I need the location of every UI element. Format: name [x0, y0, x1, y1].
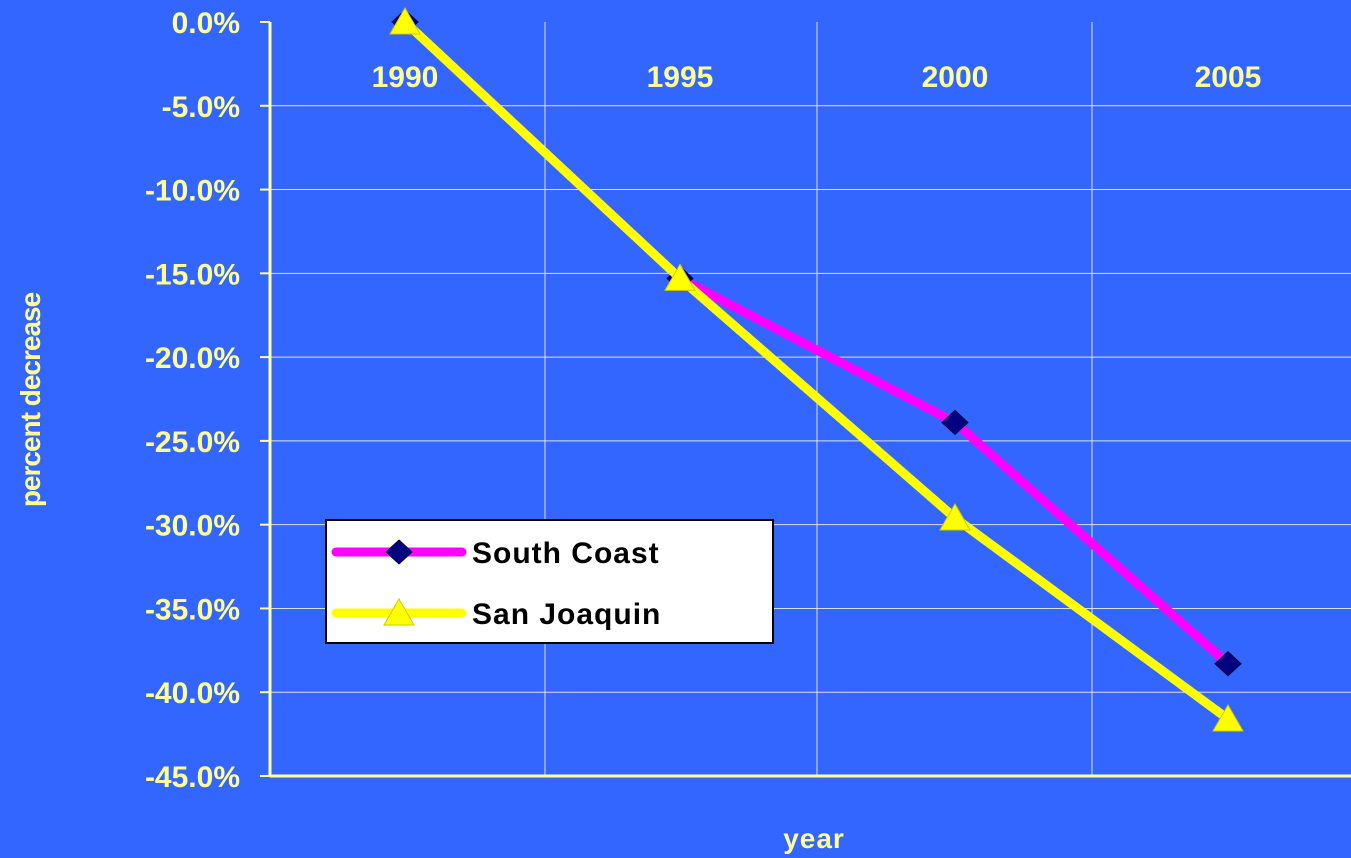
legend-label: San Joaquin: [472, 598, 661, 631]
point-marker-diamond: [1214, 651, 1242, 677]
series-line: [400, 17, 1233, 724]
y-tick-label: -45.0%: [145, 761, 240, 794]
x-tick-label: 1990: [372, 61, 439, 94]
point-marker-diamond: [941, 409, 969, 436]
x-tick-label: 2000: [922, 61, 989, 94]
y-tick-label: -30.0%: [145, 510, 240, 543]
axes: [268, 22, 1351, 778]
point-marker-triangle: [664, 263, 696, 291]
y-tick-label: -5.0%: [162, 91, 240, 124]
legend: South Coast San Joaquin: [325, 519, 774, 644]
y-tick-label: -20.0%: [145, 342, 240, 375]
series-group: [389, 6, 1244, 732]
y-tick-label: -35.0%: [145, 593, 240, 626]
point-marker-diamond: [385, 539, 413, 565]
x-tick-label: 2005: [1195, 61, 1262, 94]
y-tick-label: 0.0%: [172, 7, 240, 40]
y-tick-label: -10.0%: [145, 175, 240, 208]
y-tick-label: -25.0%: [145, 426, 240, 459]
y-tick-label: -15.0%: [145, 258, 240, 291]
legend-label: South Coast: [472, 537, 660, 570]
x-tick-label: 1995: [647, 61, 714, 94]
y-tick-label: -40.0%: [145, 677, 240, 710]
point-marker-triangle: [389, 6, 421, 35]
point-marker-triangle: [1212, 704, 1244, 732]
x-axis-title: year: [783, 823, 845, 854]
series-san-joaquin: [389, 6, 1244, 732]
y-tick-labels: 0.0% -5.0% -10.0% -15.0% -20.0% -25.0% -30.0% -…: [145, 7, 240, 794]
y-axis-title: percent decrease: [15, 292, 46, 507]
point-marker-triangle: [383, 597, 415, 626]
point-marker-triangle: [939, 502, 971, 531]
x-tick-labels: 1990 1995 2000 2005: [372, 61, 1262, 94]
gridlines: [260, 21, 1351, 777]
